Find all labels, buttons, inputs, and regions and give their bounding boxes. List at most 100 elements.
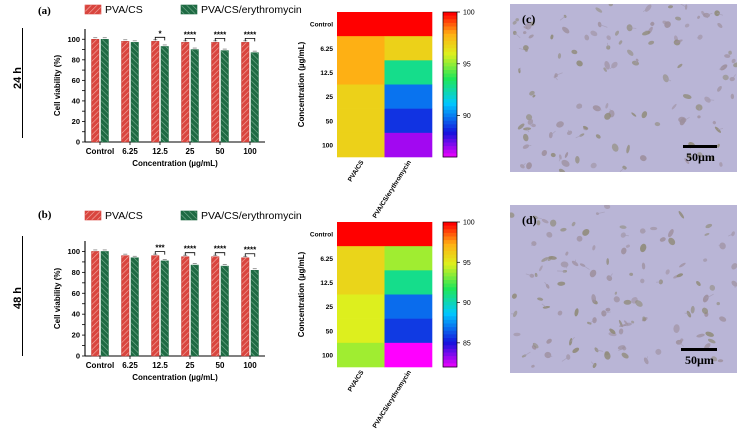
cell	[696, 280, 701, 287]
cell	[644, 4, 652, 12]
cell	[576, 60, 583, 67]
colorbar-segment	[443, 338, 457, 343]
colorbar-segment	[443, 41, 457, 46]
bar-pva-cs	[121, 255, 130, 357]
bar-pva-cs	[91, 251, 100, 357]
heatmap-column-label: PVA/CS/erythromycin	[372, 159, 413, 219]
bar-pva-cs-erythromycin	[220, 265, 229, 357]
cell	[701, 307, 709, 314]
cell	[731, 58, 736, 64]
significance-stars: *	[158, 29, 162, 38]
cell-process	[684, 312, 690, 315]
panel-label-c: (c)	[522, 12, 536, 26]
heatmap-cell	[337, 342, 385, 368]
cell	[601, 310, 607, 317]
cell	[696, 333, 705, 338]
micrograph-c-image	[510, 4, 737, 172]
cell	[549, 219, 557, 227]
heatmap-cell	[384, 84, 433, 109]
cell-process	[635, 59, 638, 64]
cell	[531, 364, 535, 368]
x-tick-label: 6.25	[122, 361, 138, 370]
cell	[668, 229, 674, 238]
colorbar-segment	[443, 356, 457, 361]
cell	[608, 4, 613, 7]
bar-pva-cs	[151, 255, 160, 357]
cell-process	[731, 74, 736, 80]
colorbar-segment	[443, 91, 457, 96]
cell-process	[734, 283, 736, 288]
scale-bar-d	[681, 348, 717, 351]
cell-process	[567, 129, 570, 134]
bar-pva-cs-erythromycin	[190, 264, 199, 357]
cell	[574, 308, 579, 317]
cell	[714, 126, 722, 133]
x-tick-label: 50	[216, 147, 225, 156]
significance-bracket	[154, 251, 166, 255]
y-tick-label: 20	[72, 117, 80, 126]
cell	[619, 225, 627, 229]
cell-process	[596, 107, 602, 111]
cell	[642, 30, 651, 36]
cell	[650, 21, 655, 26]
cell-process	[706, 12, 713, 16]
heatmap-row-label: 6.25	[320, 256, 333, 263]
cell	[582, 125, 588, 130]
bar-pva-cs-erythromycin	[160, 260, 169, 357]
legend-swatch-0	[84, 4, 102, 15]
cell-process	[698, 107, 700, 110]
colorbar-segment	[443, 283, 457, 288]
cell-process	[525, 144, 532, 148]
cell	[525, 22, 532, 30]
cell-process	[574, 259, 577, 264]
cell	[664, 21, 671, 28]
heatmap-3: Control 6.25 12.5 25 50 100 PVA/CS PVA/CS/eryth…	[297, 220, 475, 430]
colorbar-segment	[443, 80, 457, 85]
heatmap-cell	[384, 132, 433, 158]
colorbar-segment	[443, 294, 457, 299]
colorbar-segment	[443, 51, 457, 56]
legend-label-0: PVA/CS	[105, 210, 143, 222]
bar-chart-1: (b) PVA/CS PVA/CS/erythromycin 0 20 40 60 80 100…	[38, 209, 302, 382]
cell	[629, 272, 634, 276]
heatmap-row-label: 25	[326, 94, 334, 101]
colorbar-segment	[443, 330, 457, 335]
colorbar-segment	[443, 124, 457, 129]
cell	[548, 131, 553, 139]
colorbar-tick-label: 90	[463, 113, 471, 120]
colorbar-segment	[443, 327, 457, 332]
cell	[532, 215, 538, 220]
colorbar-segment	[443, 109, 457, 114]
cell	[539, 265, 543, 272]
cell	[648, 40, 655, 45]
bar-pva-cs-erythromycin	[100, 39, 109, 143]
heatmap-row-label: Control	[310, 22, 333, 29]
y-axis-label: Cell viability (%)	[53, 267, 62, 329]
colorbar-segment	[443, 345, 457, 350]
cell	[675, 39, 683, 44]
cell	[592, 245, 596, 251]
heatmap-row-label: 12.5	[320, 280, 333, 287]
legend-label-0: PVA/CS	[105, 4, 143, 16]
colorbar-segment	[443, 22, 457, 27]
cell	[526, 162, 532, 170]
bar-pva-cs	[241, 42, 250, 143]
cell-process	[523, 351, 531, 357]
cell	[684, 23, 690, 28]
cell-process	[623, 234, 629, 237]
scale-bar-c	[683, 145, 717, 148]
cell	[541, 150, 548, 157]
colorbar-segment	[443, 106, 457, 111]
y-tick-label: 0	[76, 138, 80, 147]
colorbar-tick-label: 85	[463, 340, 471, 347]
cell	[560, 227, 567, 232]
cell	[678, 211, 685, 219]
heatmap-row-label: 50	[326, 118, 334, 125]
cell	[557, 53, 562, 59]
colorbar-segment	[443, 312, 457, 317]
heatmap-cell	[384, 60, 433, 85]
heatmap-cell	[384, 294, 433, 319]
colorbar-segment	[443, 269, 457, 274]
colorbar-segment	[443, 341, 457, 346]
